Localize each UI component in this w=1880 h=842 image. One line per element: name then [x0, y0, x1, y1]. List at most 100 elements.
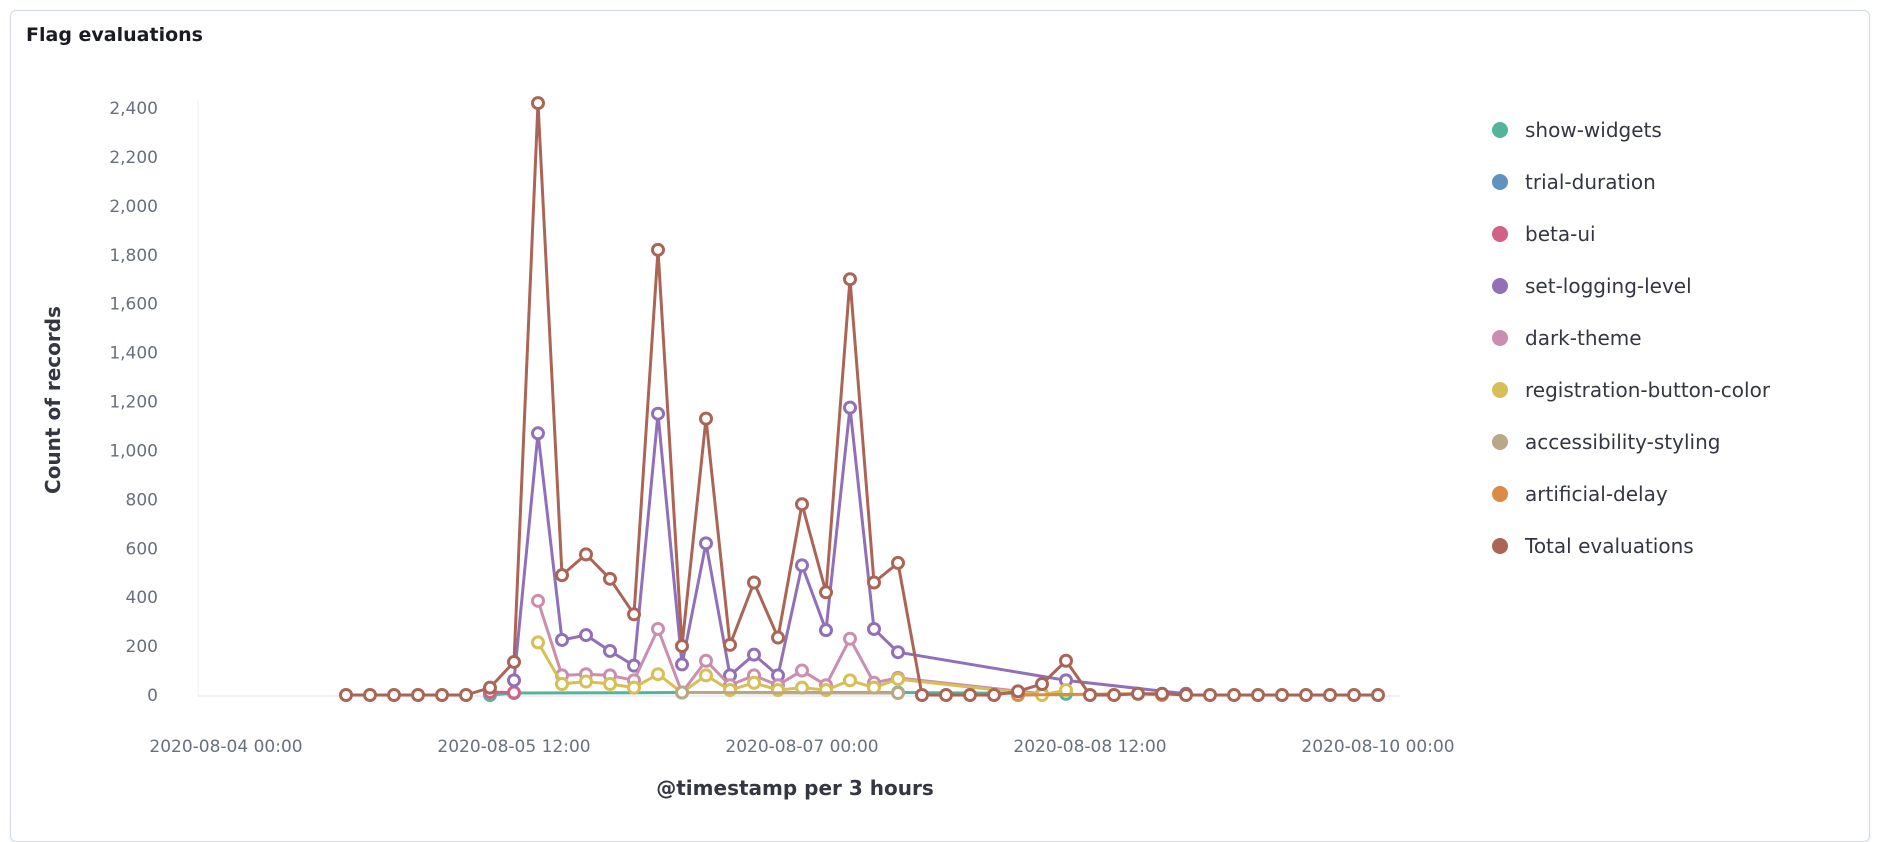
- data-point[interactable]: [893, 674, 904, 685]
- legend-label: trial-duration: [1525, 170, 1656, 194]
- data-point[interactable]: [869, 577, 880, 588]
- data-point[interactable]: [653, 244, 664, 255]
- data-point[interactable]: [629, 682, 640, 693]
- series-line: [346, 103, 1378, 695]
- data-point[interactable]: [965, 690, 976, 701]
- data-point[interactable]: [533, 595, 544, 606]
- data-point[interactable]: [581, 630, 592, 641]
- data-point[interactable]: [461, 690, 472, 701]
- legend-item[interactable]: show-widgets: [1492, 104, 1770, 156]
- y-axis-title: Count of records: [41, 306, 65, 494]
- y-tick-label: 600: [126, 539, 158, 559]
- data-point[interactable]: [1373, 690, 1384, 701]
- data-point[interactable]: [773, 632, 784, 643]
- data-point[interactable]: [701, 655, 712, 666]
- data-point[interactable]: [1133, 688, 1144, 699]
- data-point[interactable]: [701, 670, 712, 681]
- data-point[interactable]: [437, 690, 448, 701]
- legend-item[interactable]: set-logging-level: [1492, 260, 1770, 312]
- legend-label: registration-button-color: [1525, 378, 1770, 402]
- data-point[interactable]: [389, 690, 400, 701]
- data-point[interactable]: [917, 690, 928, 701]
- legend-dot-icon: [1492, 174, 1508, 190]
- data-point[interactable]: [845, 675, 856, 686]
- data-point[interactable]: [581, 549, 592, 560]
- y-tick-label: 2,000: [109, 197, 158, 217]
- data-point[interactable]: [677, 659, 688, 670]
- data-point[interactable]: [869, 623, 880, 634]
- data-point[interactable]: [653, 408, 664, 419]
- data-point[interactable]: [1181, 690, 1192, 701]
- data-point[interactable]: [605, 645, 616, 656]
- data-point[interactable]: [797, 560, 808, 571]
- data-point[interactable]: [1109, 690, 1120, 701]
- data-point[interactable]: [365, 690, 376, 701]
- data-point[interactable]: [941, 690, 952, 701]
- y-tick-label: 2,200: [109, 148, 158, 168]
- data-point[interactable]: [701, 538, 712, 549]
- data-point[interactable]: [533, 428, 544, 439]
- data-point[interactable]: [341, 690, 352, 701]
- legend-item[interactable]: beta-ui: [1492, 208, 1770, 260]
- data-point[interactable]: [797, 499, 808, 510]
- data-point[interactable]: [1301, 690, 1312, 701]
- data-point[interactable]: [653, 623, 664, 634]
- y-tick-label: 2,400: [109, 99, 158, 119]
- data-point[interactable]: [1277, 690, 1288, 701]
- data-point[interactable]: [1013, 686, 1024, 697]
- legend-item[interactable]: accessibility-styling: [1492, 416, 1770, 468]
- data-point[interactable]: [509, 675, 520, 686]
- data-point[interactable]: [533, 98, 544, 109]
- data-point[interactable]: [701, 413, 712, 424]
- data-point[interactable]: [557, 678, 568, 689]
- data-point[interactable]: [677, 641, 688, 652]
- legend-item[interactable]: trial-duration: [1492, 156, 1770, 208]
- data-point[interactable]: [605, 573, 616, 584]
- data-point[interactable]: [629, 609, 640, 620]
- data-point[interactable]: [821, 625, 832, 636]
- data-point[interactable]: [845, 402, 856, 413]
- data-point[interactable]: [1037, 678, 1048, 689]
- data-point[interactable]: [797, 665, 808, 676]
- data-point[interactable]: [581, 676, 592, 687]
- data-point[interactable]: [1085, 690, 1096, 701]
- data-point[interactable]: [1157, 688, 1168, 699]
- data-point[interactable]: [1325, 690, 1336, 701]
- data-point[interactable]: [1253, 690, 1264, 701]
- data-point[interactable]: [605, 678, 616, 689]
- data-point[interactable]: [557, 634, 568, 645]
- data-point[interactable]: [653, 669, 664, 680]
- data-point[interactable]: [989, 690, 1000, 701]
- data-point[interactable]: [845, 633, 856, 644]
- legend-label: Total evaluations: [1525, 534, 1694, 558]
- line-chart: 02004006008001,0001,2001,4001,6001,8002,…: [0, 0, 1480, 826]
- data-point[interactable]: [893, 557, 904, 568]
- legend-item[interactable]: Total evaluations: [1492, 520, 1770, 572]
- data-point[interactable]: [749, 577, 760, 588]
- data-point[interactable]: [485, 682, 496, 693]
- data-point[interactable]: [725, 639, 736, 650]
- data-point[interactable]: [677, 687, 688, 698]
- data-point[interactable]: [749, 677, 760, 688]
- legend-item[interactable]: dark-theme: [1492, 312, 1770, 364]
- data-point[interactable]: [413, 690, 424, 701]
- legend-item[interactable]: registration-button-color: [1492, 364, 1770, 416]
- data-point[interactable]: [1061, 655, 1072, 666]
- data-point[interactable]: [557, 570, 568, 581]
- series-set-logging-level: [509, 402, 1192, 699]
- data-point[interactable]: [893, 647, 904, 658]
- data-point[interactable]: [1229, 690, 1240, 701]
- data-point[interactable]: [1349, 690, 1360, 701]
- legend-item[interactable]: artificial-delay: [1492, 468, 1770, 520]
- data-point[interactable]: [845, 274, 856, 285]
- data-point[interactable]: [749, 649, 760, 660]
- data-point[interactable]: [533, 637, 544, 648]
- data-point[interactable]: [1205, 690, 1216, 701]
- y-tick-label: 1,600: [109, 295, 158, 315]
- legend-dot-icon: [1492, 330, 1508, 346]
- legend-label: artificial-delay: [1525, 482, 1668, 506]
- data-point[interactable]: [893, 688, 904, 699]
- data-point[interactable]: [821, 587, 832, 598]
- data-point[interactable]: [509, 656, 520, 667]
- data-point[interactable]: [509, 687, 520, 698]
